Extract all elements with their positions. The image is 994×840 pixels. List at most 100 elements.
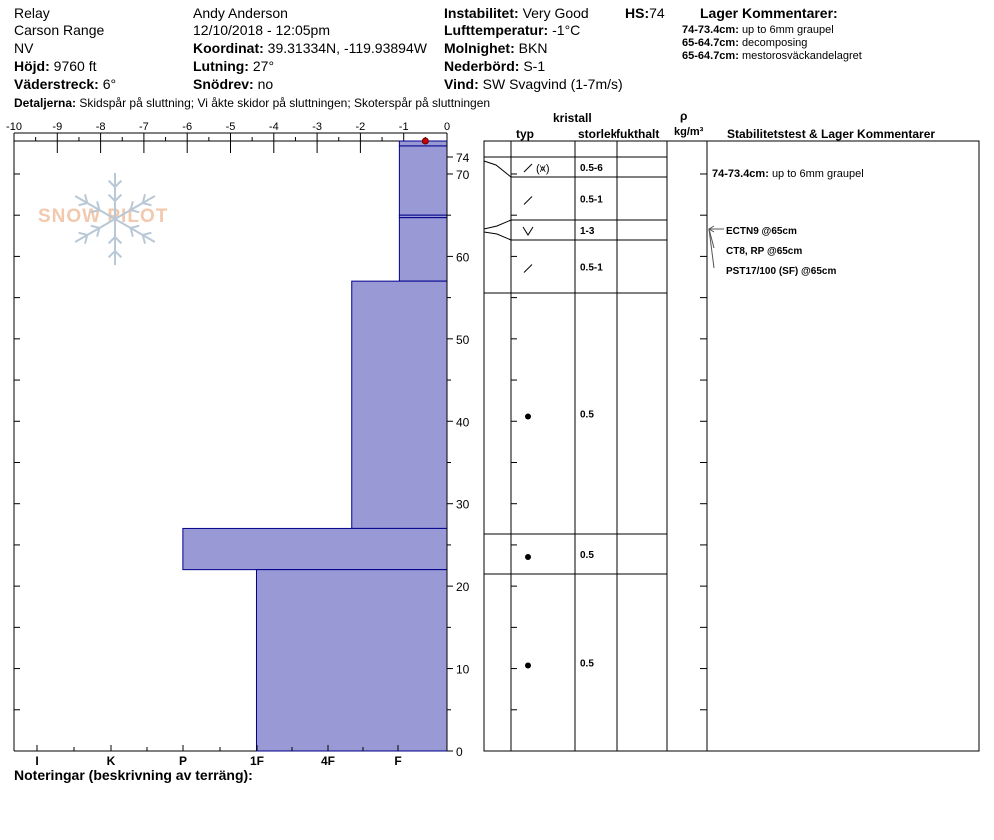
sky-label: Molnighet: [444,40,515,56]
layer-comment-1-text: up to 6mm graupel [741,24,834,36]
height-tick-label: 10 [456,663,470,677]
observer-name: Andy Anderson [193,5,288,21]
table-border [483,140,980,752]
snowflake-branch [129,201,134,211]
layer-comment-3-text: mestorosväckandelagret [741,50,862,62]
hardness-tick-label: 4F [321,754,335,768]
snowflake-branch [83,194,89,204]
snowflake-branch [83,234,89,244]
height-tick-label: 40 [456,415,470,429]
layer-comments-title: Lager Kommentarer: [700,5,838,21]
hardness-layers [182,137,448,752]
wind-loading-label: Snödrev: [193,76,254,92]
sky-value: BKN [518,40,548,56]
hardness-layer-bar [398,217,448,282]
layer-comment-2: 65-64.7cm: decomposing [682,37,807,50]
layer-table: (⩙) 0.5-6 0.5-1 1-3 0.5-1 0.5 0.5 0.5 [483,140,980,752]
height-tick-label: 50 [456,333,470,347]
surface-hoar-icon [522,226,534,236]
layer-comment-3: 65-64.7cm: mestorosväckandelagret [682,50,862,63]
hardness-tick-label: K [107,754,116,768]
row-connector [483,231,512,241]
elevation-label: Höjd: [14,58,50,74]
hs-label: HS: [625,5,650,21]
row-connector [483,160,512,178]
snowflake-icon [74,173,156,265]
details: Detaljerna: Skidspår på sluttning; Vi åk… [14,95,490,111]
grain-size-value: 0.5 [580,659,594,670]
type-header: typ [516,127,534,141]
stability-test-result: CT8, RP @65cm [726,246,802,257]
snowflake-branch [96,227,101,237]
aspect-label: Väderstreck: [14,76,99,92]
wind-value: SW Svagvind (1-7m/s) [482,76,623,92]
snowflake-branch [141,234,147,244]
stability-test-pointer [708,228,715,269]
snow-height: HS:74 [625,5,665,21]
snowflake-branch [107,179,116,188]
slope-value: 27° [252,58,275,74]
temperature-tick-label: -10 [6,121,22,133]
air-temp-label: Lufttemperatur: [444,22,549,38]
hardness-axis: I K P 1F 4F F [35,745,402,768]
decomposing-grain-icon [523,196,533,205]
location-name: Relay [14,5,50,21]
observation-datetime: 12/10/2018 - 12:05pm [193,22,330,38]
stability-header: Stabilitetstest & Lager Kommentarer [727,127,936,141]
density-unit-header: kg/m³ [674,126,704,138]
elevation-value: 9760 ft [53,58,97,74]
height-axis: 0 10 20 30 40 50 60 70 74 [446,141,470,759]
rounded-grain-icon [525,554,531,560]
layer-comment-2-text: decomposing [741,37,808,49]
elevation: Höjd: 9760 ft [14,58,96,74]
snowflake-branch [114,193,123,202]
details-value: Skidspår på sluttning; Vi åkte skidor på… [79,96,491,110]
snowflake-branch [107,236,116,245]
height-tick-label: 20 [456,580,470,594]
temperature-tick-label: -2 [356,121,366,133]
stability-value: Very Good [522,5,589,21]
aspect-value: 6° [102,76,117,92]
grain-size-value: 0.5 [580,550,594,561]
layer-comment-1: 74-73.4cm: up to 6mm graupel [682,24,834,37]
coordinates-label: Koordinat: [193,40,264,56]
wind-loading: Snödrev: no [193,76,273,92]
snowflake-branch [78,231,88,236]
rounded-grain-icon [525,413,531,420]
hardness-tick-label: F [394,754,401,768]
grain-size-value: 0.5 [580,410,594,421]
snowflake-arm [114,218,156,243]
temperature-tick-label: -9 [52,121,62,133]
hardness-tick-label: 1F [250,754,264,768]
stability-comment-text: up to 6mm graupel [772,168,864,180]
rounded-grain-icon [525,662,531,669]
snowflake-arm [74,218,116,243]
precip-label: Nederbörd: [444,58,520,74]
notes-label: Noteringar (beskrivning av terräng): [14,767,253,783]
snowflake-branch [96,201,101,211]
temperature-tick-label: -5 [226,121,236,133]
density-rho-header: ρ [680,109,688,123]
snowflake-branch [114,236,123,245]
hardness-layer-bar [398,145,448,216]
height-tick-label: 60 [456,250,470,264]
slope: Lutning: 27° [193,58,274,74]
stability-label: Instabilitet: [444,5,519,21]
hardness-layer-bar [255,569,448,752]
snowflake-arm [74,195,116,220]
height-tick-label: 0 [456,745,463,759]
snowflake-branch [107,193,116,202]
coordinates: Koordinat: 39.31334N, -119.93894W [193,40,427,56]
grain-size-value: 1-3 [580,226,595,237]
temperature-tick-label: -7 [139,121,149,133]
hs-value: 74 [649,5,665,21]
snowflake-branch [107,250,116,259]
temperature-tick-label: -3 [312,121,322,133]
grain-size-value: 0.5-1 [580,195,603,206]
stability-comment-range: 74-73.4cm: [712,168,772,180]
range-name: Carson Range [14,22,105,38]
stability: Instabilitet: Very Good [444,5,589,21]
layer-comment-3-range: 65-64.7cm: [682,50,739,62]
snowflake-branch [130,224,140,229]
